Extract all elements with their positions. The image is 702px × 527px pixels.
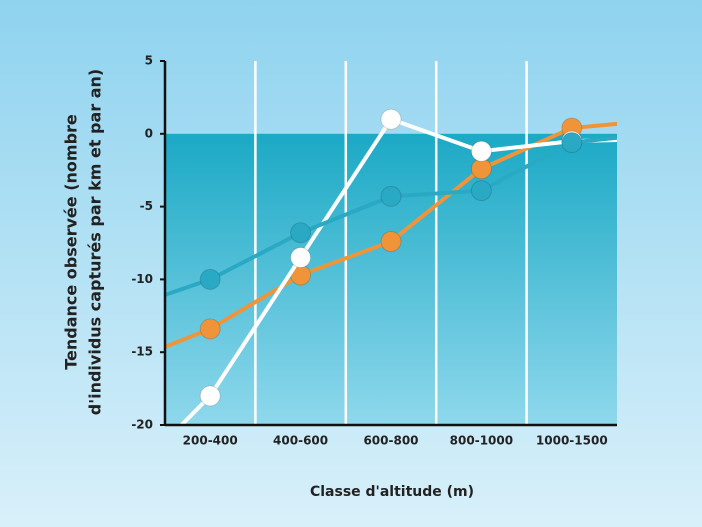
negative-zone [165, 134, 617, 425]
point [471, 141, 491, 161]
page: Classe d'altitude (m) Tendance observée … [0, 0, 702, 527]
point [562, 133, 582, 153]
point [381, 109, 401, 129]
point [200, 269, 220, 289]
x-tick-label: 800-1000 [450, 434, 513, 448]
point [200, 386, 220, 406]
y-tick-label: -5 [140, 199, 153, 213]
y-tick-label: -15 [131, 345, 153, 359]
point [291, 223, 311, 243]
y-tick-label: -20 [131, 418, 153, 432]
x-tick-label: 1000-1500 [536, 434, 608, 448]
x-tick-label: 400-600 [273, 434, 328, 448]
y-axis-label: d'individus capturés par km et par an) [86, 69, 105, 416]
y-tick-label: 5 [145, 54, 153, 68]
point [291, 248, 311, 268]
chart: Classe d'altitude (m) Tendance observée … [0, 0, 702, 527]
x-tick-label: 200-400 [183, 434, 238, 448]
y-axis-label: Tendance observée (nombre [62, 114, 81, 370]
point [381, 186, 401, 206]
x-tick-label: 600-800 [363, 434, 418, 448]
point [471, 181, 491, 201]
point [200, 319, 220, 339]
x-axis-label: Classe d'altitude (m) [310, 484, 474, 500]
point [381, 232, 401, 252]
y-tick-label: -10 [131, 272, 153, 286]
y-tick-label: 0 [145, 126, 153, 140]
